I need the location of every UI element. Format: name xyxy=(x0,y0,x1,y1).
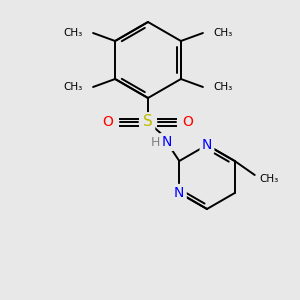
Text: N: N xyxy=(202,138,212,152)
Text: CH₃: CH₃ xyxy=(213,28,232,38)
Text: N: N xyxy=(202,138,212,152)
Text: S: S xyxy=(143,115,153,130)
Text: O: O xyxy=(183,115,194,129)
Text: O: O xyxy=(103,115,113,129)
Text: CH₃: CH₃ xyxy=(64,82,83,92)
Text: N: N xyxy=(174,186,184,200)
Text: H: H xyxy=(150,136,160,148)
Text: S: S xyxy=(143,115,153,130)
Text: N: N xyxy=(162,135,172,149)
Text: CH₃: CH₃ xyxy=(260,174,279,184)
Text: CH₃: CH₃ xyxy=(64,28,83,38)
Text: N: N xyxy=(174,186,184,200)
Text: O: O xyxy=(103,115,113,129)
Text: CH₃: CH₃ xyxy=(213,82,232,92)
Text: O: O xyxy=(183,115,194,129)
Text: H: H xyxy=(150,136,160,148)
Text: N: N xyxy=(162,135,172,149)
